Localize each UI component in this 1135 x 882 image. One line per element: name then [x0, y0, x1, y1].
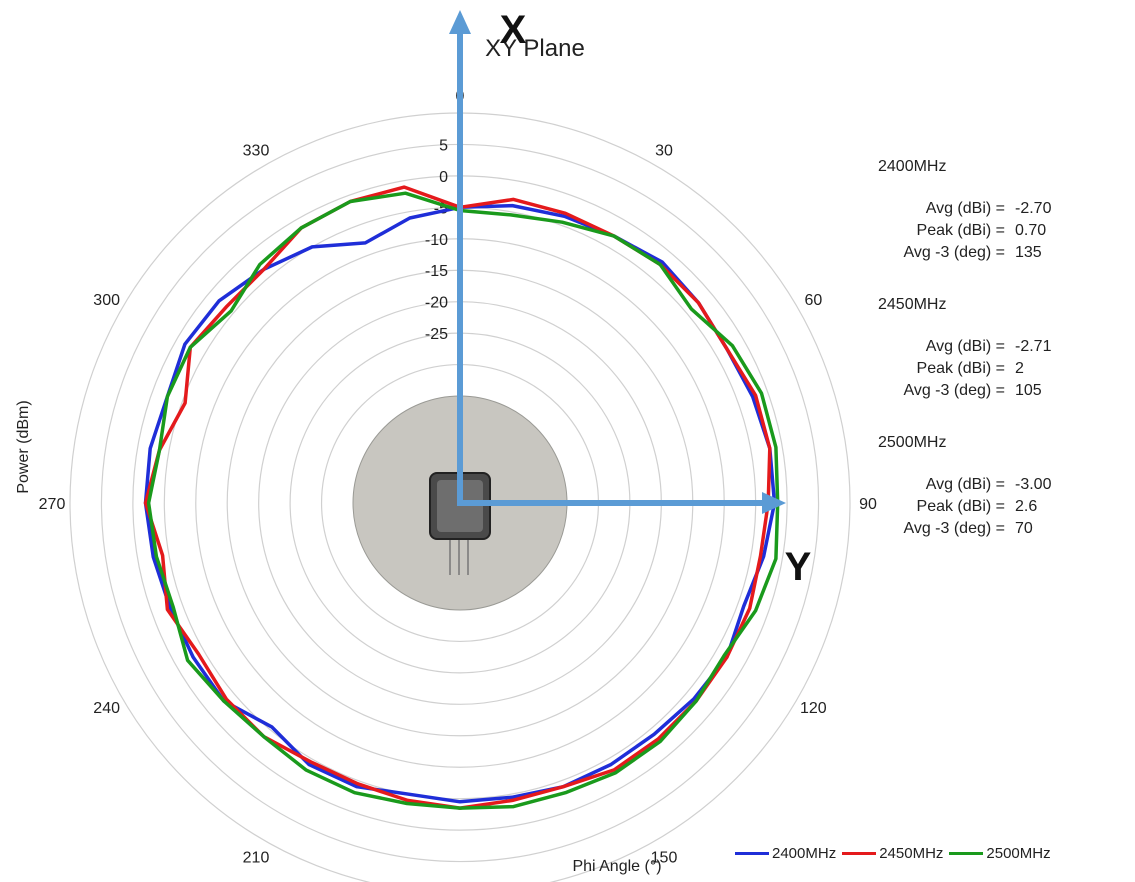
radial-tick-label: 0: [439, 169, 448, 186]
stats-block-2450: 2450MHz Avg (dBi) = -2.71 Peak (dBi) = 2…: [860, 288, 1120, 426]
stat-label: Avg -3 (deg) =: [903, 520, 1005, 537]
stat-label: Peak (dBi) =: [916, 360, 1005, 377]
legend-label: 2500MHz: [986, 844, 1051, 862]
stat-value: -2.70: [1015, 200, 1052, 217]
stats-row-avg: Avg (dBi) = -2.70: [860, 200, 1120, 220]
stat-label: Avg -3 (deg) =: [903, 382, 1005, 399]
x-axis-arrow-head: [449, 10, 471, 34]
stats-title: 2400MHz: [878, 158, 947, 175]
stat-label: Peak (dBi) =: [916, 498, 1005, 515]
legend: 2400MHz 2450MHz 2500MHz: [735, 842, 1057, 864]
y-axis-label: Power (dBm): [15, 400, 32, 493]
series-line-2500MHz: [146, 191, 780, 810]
chart-title: XY Plane: [485, 35, 585, 62]
stats-panel: 2400MHz Avg (dBi) = -2.70 Peak (dBi) = 0…: [860, 150, 1120, 564]
radial-tick-label: -10: [425, 232, 448, 249]
radial-tick-label: -15: [425, 263, 448, 280]
angle-tick-label: 270: [39, 496, 66, 513]
radial-tick-label: 5: [439, 137, 448, 154]
stat-value: 70: [1015, 520, 1033, 537]
stat-value: -3.00: [1015, 476, 1052, 493]
stats-row-avg: Avg (dBi) = -2.71: [860, 338, 1120, 358]
radial-tick-label: -20: [425, 295, 448, 312]
stats-row-avg3: Avg -3 (deg) = 70: [860, 520, 1120, 540]
radial-tick-labels: 50-5-10-15-20-25: [425, 137, 448, 343]
angle-tick-label: 210: [243, 849, 270, 866]
legend-swatch: [842, 851, 877, 855]
stats-row-peak: Peak (dBi) = 0.70: [860, 222, 1120, 242]
stats-row-avg: Avg (dBi) = -3.00: [860, 476, 1120, 496]
legend-label: 2450MHz: [879, 844, 944, 862]
stat-value: 135: [1015, 244, 1042, 261]
series-layer: [143, 185, 780, 810]
stats-row-avg3: Avg -3 (deg) = 135: [860, 244, 1120, 264]
angle-tick-label: 150: [651, 849, 678, 866]
stat-label: Peak (dBi) =: [916, 222, 1005, 239]
stats-row-peak: Peak (dBi) = 2: [860, 360, 1120, 380]
angle-tick-labels: 0306090120150180210240270300330: [39, 88, 877, 866]
stat-value: 0.70: [1015, 222, 1047, 239]
angle-tick-label: 300: [93, 292, 120, 309]
legend-item-2400: 2400MHz: [735, 845, 836, 862]
legend-swatch: [949, 851, 984, 855]
stat-value: 105: [1015, 382, 1042, 399]
stat-label: Avg (dBi) =: [925, 476, 1005, 493]
stat-label: Avg -3 (deg) =: [903, 244, 1005, 261]
stat-label: Avg (dBi) =: [925, 200, 1005, 217]
stats-row-peak: Peak (dBi) = 2.6: [860, 498, 1120, 518]
legend-label: 2400MHz: [772, 844, 837, 862]
angle-tick-label: 120: [800, 700, 827, 717]
stats-block-2400: 2400MHz Avg (dBi) = -2.70 Peak (dBi) = 0…: [860, 150, 1120, 288]
stats-row-avg3: Avg -3 (deg) = 105: [860, 382, 1120, 402]
angle-tick-label: 240: [93, 700, 120, 717]
legend-swatch: [735, 851, 769, 855]
y-axis-letter: Y: [785, 545, 812, 589]
x-axis-label: Phi Angle (°): [572, 858, 661, 875]
x-axis-letter: X: [500, 8, 527, 52]
stats-title: 2450MHz: [878, 296, 947, 313]
legend-item-2450: 2450MHz: [842, 845, 943, 862]
stats-block-2500: 2500MHz Avg (dBi) = -3.00 Peak (dBi) = 2…: [860, 426, 1120, 564]
stat-value: 2.6: [1015, 498, 1038, 515]
y-axis-arrow-head: [762, 492, 786, 514]
axis-arrows: [449, 10, 786, 514]
angle-tick-label: 30: [655, 143, 673, 160]
radial-tick-label: -25: [425, 326, 448, 343]
stat-value: -2.71: [1015, 338, 1052, 355]
stat-value: 2: [1015, 360, 1024, 377]
stat-label: Avg (dBi) =: [925, 338, 1005, 355]
stats-title: 2500MHz: [878, 434, 947, 451]
legend-item-2500: 2500MHz: [949, 844, 1051, 862]
angle-tick-label: 330: [243, 143, 270, 160]
angle-tick-label: 60: [804, 292, 822, 309]
angle-tick-label: 90: [859, 496, 877, 513]
